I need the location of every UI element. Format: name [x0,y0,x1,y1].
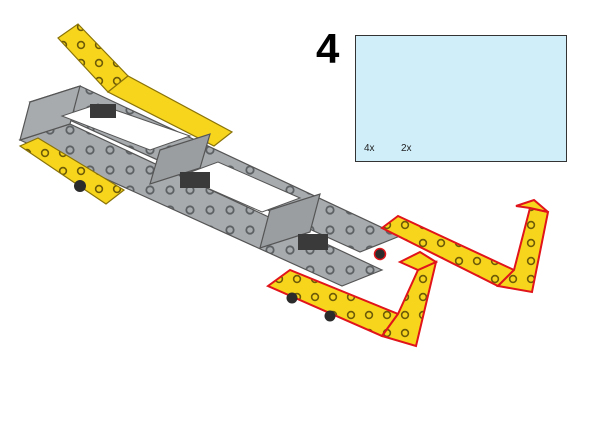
connector-block [298,234,328,250]
pin-icon [74,180,86,192]
parts-callout: 4x 2x [355,35,567,162]
pin-quantity: 4x [364,143,375,154]
pin-icon [324,310,336,322]
connector-block [180,172,210,188]
gray-frame-assembly [18,85,402,287]
connector-block [90,104,116,118]
upper-angled-liftarm [57,23,234,147]
pin-icon [286,292,298,304]
new-angled-liftarm-front [266,250,439,348]
pin-icon [373,247,387,261]
new-angled-liftarm-rear [373,198,550,294]
left-yellow-liftarm [18,137,126,205]
liftarm-quantity: 2x [401,143,412,154]
step-number: 4 [316,25,340,72]
